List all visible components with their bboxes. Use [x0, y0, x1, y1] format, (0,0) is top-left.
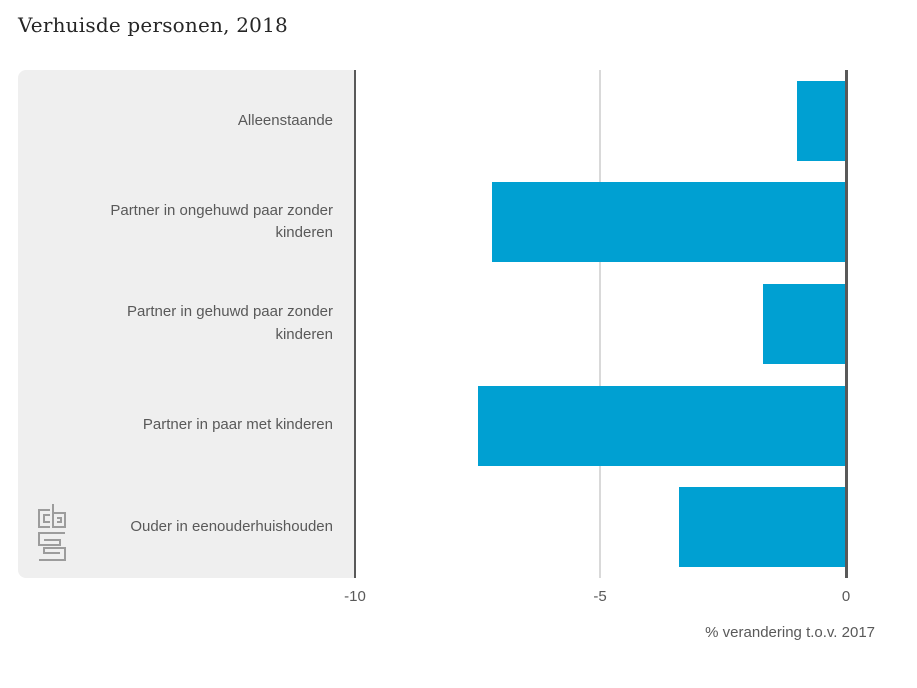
- bar-row: Ouder in eenouderhuishouden: [18, 476, 846, 578]
- bar-track: [355, 273, 846, 375]
- cbs-logo-icon: [36, 503, 68, 563]
- bar-partner-paar-met-kinderen: [477, 385, 846, 466]
- category-label: Partner in gehuwd paar zonder kinderen: [127, 303, 333, 343]
- category-label: Partner in paar met kinderen: [142, 416, 333, 434]
- gridline-minus5: [599, 70, 601, 578]
- x-axis-tick: 0: [841, 588, 851, 605]
- category-label-panel: [18, 70, 355, 578]
- bar-ouder-eenouderhuishouden: [679, 487, 846, 568]
- bar-partner-ongehuwd-zonder-kinderen: [492, 182, 846, 263]
- x-axis-tick: -5: [593, 588, 607, 605]
- bar-track: [355, 70, 846, 172]
- bar-rows: Alleenstaande Partner in ongehuwd paar z…: [18, 70, 846, 578]
- bar-track: [355, 172, 846, 274]
- category-label: Ouder in eenouderhuishouden: [130, 517, 333, 535]
- bar-track: [355, 375, 846, 477]
- bar-alleenstaande: [796, 80, 846, 161]
- bar-row: Partner in gehuwd paar zonder kinderen: [18, 273, 846, 375]
- axis-line-zero: [845, 70, 848, 578]
- bar-row: Alleenstaande: [18, 70, 846, 172]
- bar-row: Partner in ongehuwd paar zonder kinderen: [18, 172, 846, 274]
- category-label: Alleenstaande: [237, 111, 333, 129]
- category-label: Partner in ongehuwd paar zonder kinderen: [110, 201, 333, 242]
- x-axis-label: % verandering t.o.v. 2017: [705, 624, 875, 641]
- x-axis-tick: -10: [344, 588, 366, 605]
- bar-track: [355, 476, 846, 578]
- chart-title: Verhuisde personen, 2018: [18, 13, 288, 37]
- axis-line-minus10: [354, 70, 356, 578]
- bar-row: Partner in paar met kinderen: [18, 375, 846, 477]
- bar-partner-gehuwd-zonder-kinderen: [762, 283, 846, 364]
